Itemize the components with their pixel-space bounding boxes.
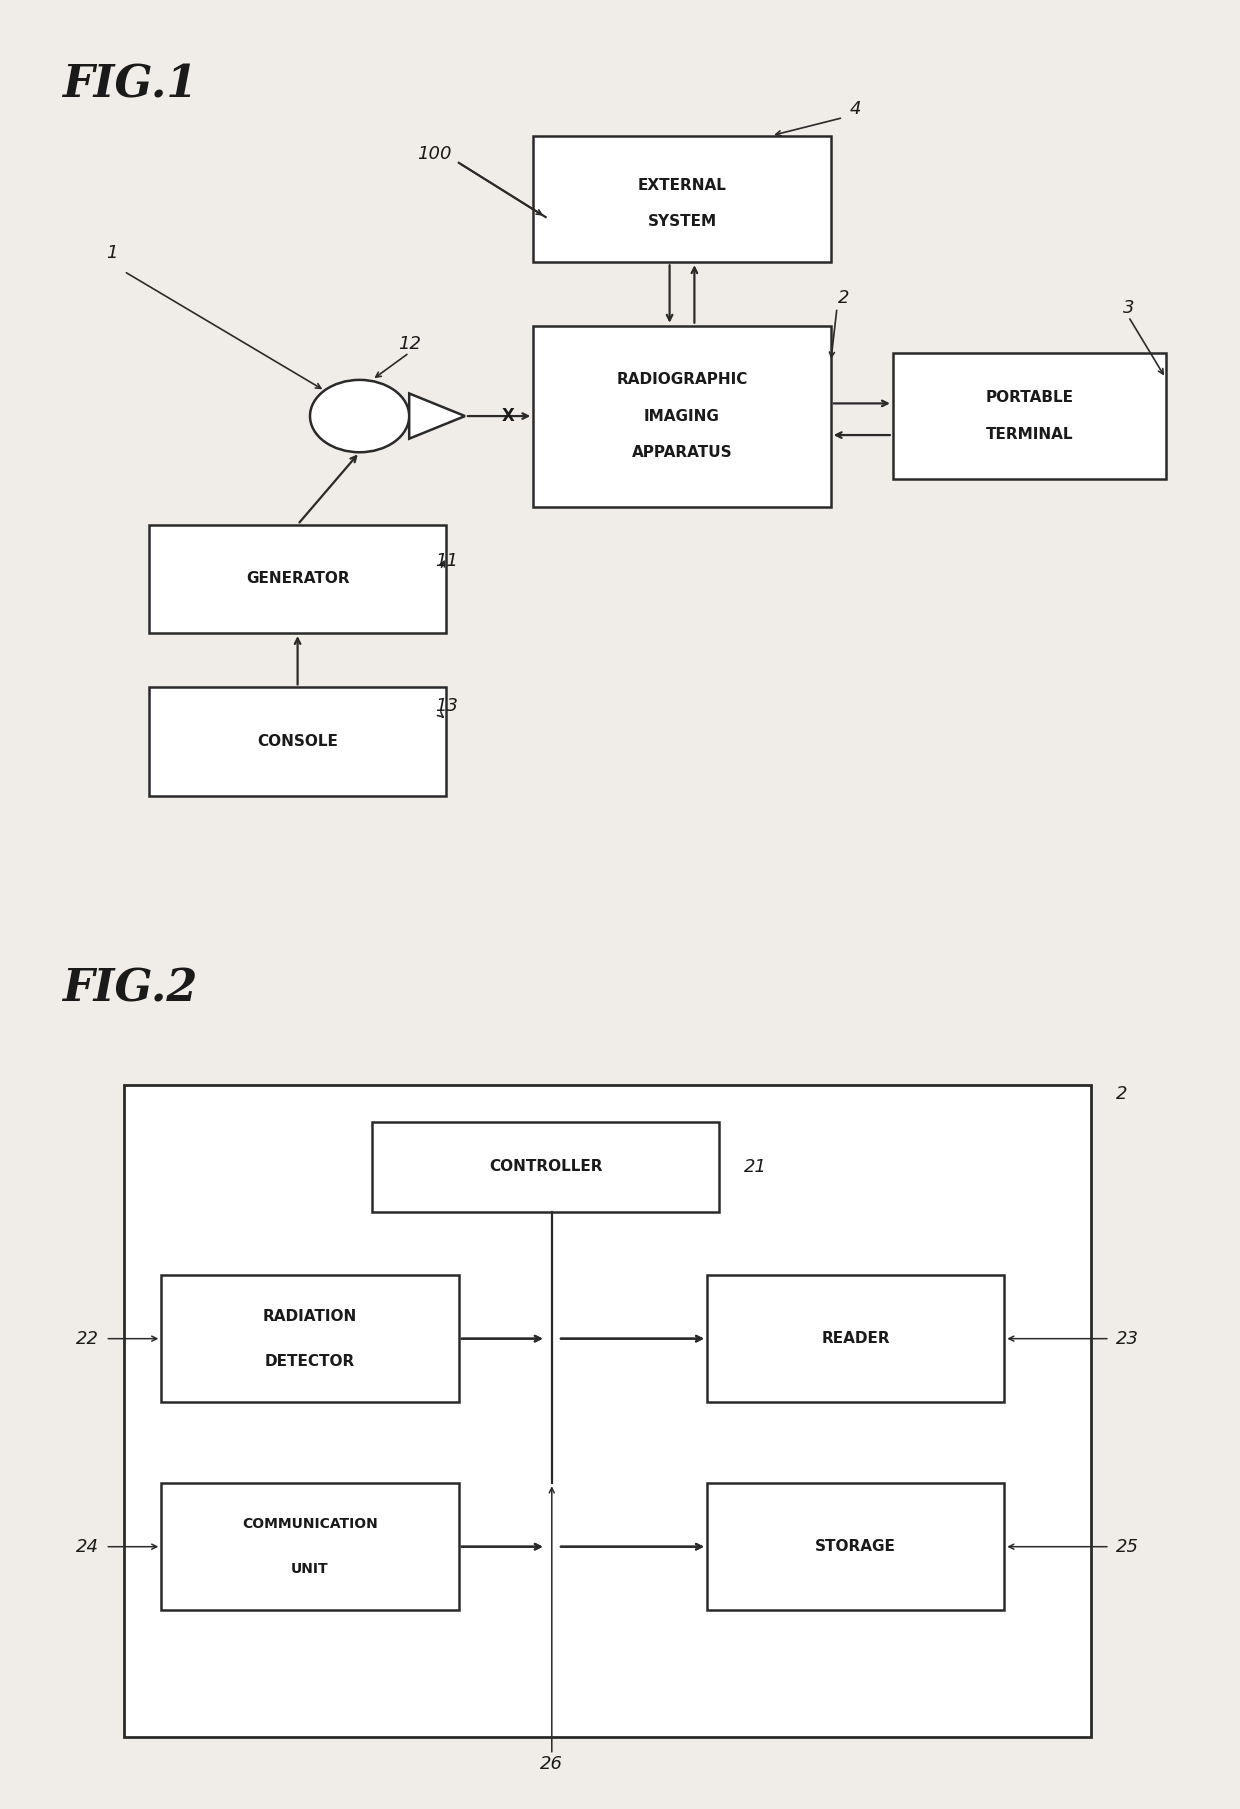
Text: COMMUNICATION: COMMUNICATION bbox=[242, 1518, 378, 1530]
Bar bbox=[533, 326, 831, 507]
Text: 4: 4 bbox=[849, 99, 862, 118]
Text: RADIATION: RADIATION bbox=[263, 1308, 357, 1324]
Text: STORAGE: STORAGE bbox=[815, 1539, 897, 1554]
Text: CONTROLLER: CONTROLLER bbox=[489, 1160, 603, 1174]
Text: FIG.1: FIG.1 bbox=[62, 63, 197, 107]
Text: 23: 23 bbox=[1116, 1330, 1140, 1348]
Text: GENERATOR: GENERATOR bbox=[246, 572, 350, 586]
Text: 13: 13 bbox=[435, 696, 458, 715]
Text: DETECTOR: DETECTOR bbox=[265, 1353, 355, 1369]
Text: 1: 1 bbox=[105, 244, 118, 262]
Text: PORTABLE: PORTABLE bbox=[986, 391, 1073, 405]
Polygon shape bbox=[409, 394, 465, 438]
Text: IMAGING: IMAGING bbox=[644, 409, 720, 423]
Text: 12: 12 bbox=[398, 335, 420, 353]
Text: 26: 26 bbox=[541, 1755, 563, 1773]
Text: RADIOGRAPHIC: RADIOGRAPHIC bbox=[616, 373, 748, 387]
Bar bbox=[533, 136, 831, 262]
Text: 21: 21 bbox=[744, 1158, 768, 1176]
Bar bbox=[161, 1483, 459, 1610]
Bar bbox=[372, 1122, 719, 1212]
Text: 11: 11 bbox=[435, 552, 458, 570]
Text: 100: 100 bbox=[417, 145, 451, 163]
Text: CONSOLE: CONSOLE bbox=[257, 734, 339, 749]
Text: 2: 2 bbox=[1116, 1085, 1127, 1103]
Bar bbox=[149, 525, 446, 633]
Bar bbox=[124, 1085, 1091, 1737]
Text: X: X bbox=[502, 407, 515, 425]
Bar bbox=[161, 1275, 459, 1402]
Text: 25: 25 bbox=[1116, 1538, 1140, 1556]
Text: 22: 22 bbox=[76, 1330, 99, 1348]
Text: TERMINAL: TERMINAL bbox=[986, 427, 1073, 441]
Text: APPARATUS: APPARATUS bbox=[631, 445, 733, 459]
Bar bbox=[149, 687, 446, 796]
Bar bbox=[707, 1483, 1004, 1610]
Text: EXTERNAL: EXTERNAL bbox=[637, 177, 727, 194]
Bar bbox=[707, 1275, 1004, 1402]
Text: SYSTEM: SYSTEM bbox=[647, 213, 717, 230]
Text: READER: READER bbox=[821, 1331, 890, 1346]
Bar bbox=[893, 353, 1166, 479]
Circle shape bbox=[310, 380, 409, 452]
Text: UNIT: UNIT bbox=[291, 1563, 329, 1576]
Text: 2: 2 bbox=[837, 289, 849, 308]
Text: 24: 24 bbox=[76, 1538, 99, 1556]
Text: 3: 3 bbox=[1122, 298, 1135, 317]
Text: FIG.2: FIG.2 bbox=[62, 968, 197, 1011]
